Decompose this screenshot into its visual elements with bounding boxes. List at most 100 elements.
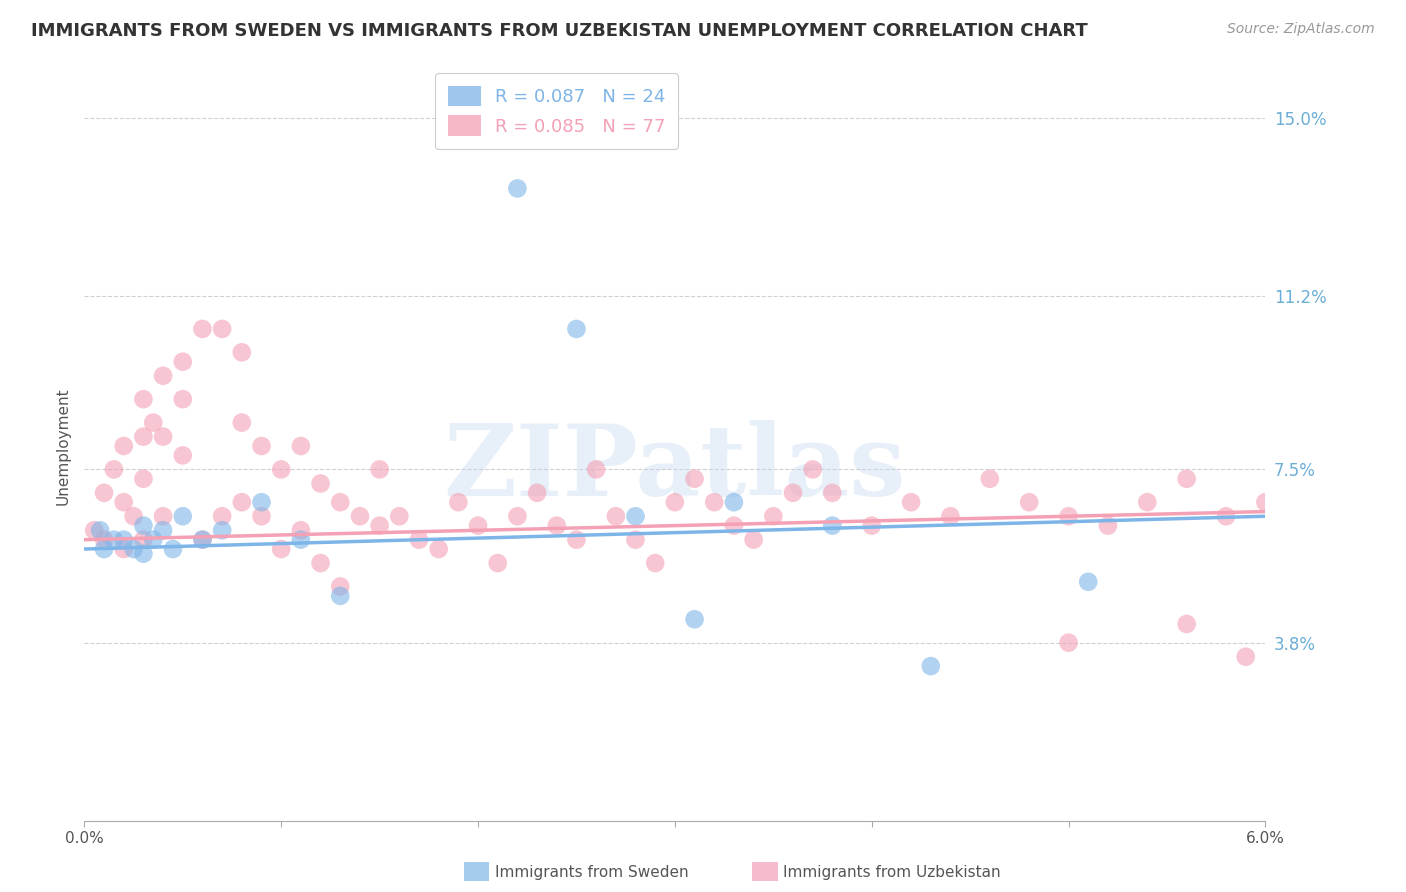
Point bbox=[112, 439, 135, 453]
Point bbox=[447, 495, 470, 509]
Point bbox=[624, 533, 647, 547]
Point bbox=[103, 462, 125, 476]
Point bbox=[172, 355, 194, 369]
Point bbox=[467, 518, 489, 533]
Point bbox=[1057, 509, 1080, 524]
Point bbox=[1175, 472, 1198, 486]
Point bbox=[664, 495, 686, 509]
Point bbox=[506, 181, 529, 195]
Point bbox=[83, 523, 105, 537]
Point bbox=[1057, 635, 1080, 649]
Point bbox=[250, 509, 273, 524]
Point bbox=[388, 509, 411, 524]
Point bbox=[132, 392, 155, 407]
Point bbox=[290, 439, 312, 453]
Point bbox=[723, 518, 745, 533]
Point bbox=[309, 476, 332, 491]
Point bbox=[900, 495, 922, 509]
Point bbox=[152, 509, 174, 524]
Point bbox=[624, 509, 647, 524]
Point bbox=[152, 523, 174, 537]
Point bbox=[122, 509, 145, 524]
Point bbox=[132, 430, 155, 444]
Point bbox=[821, 518, 844, 533]
Point bbox=[506, 509, 529, 524]
Point bbox=[309, 556, 332, 570]
Point bbox=[801, 462, 824, 476]
Point bbox=[132, 472, 155, 486]
Point bbox=[585, 462, 607, 476]
Point bbox=[683, 472, 706, 486]
Point bbox=[486, 556, 509, 570]
Point bbox=[565, 322, 588, 336]
Point bbox=[250, 495, 273, 509]
Point bbox=[191, 322, 214, 336]
Point bbox=[211, 322, 233, 336]
Point bbox=[1077, 574, 1099, 589]
Point bbox=[231, 495, 253, 509]
Point bbox=[703, 495, 725, 509]
Point bbox=[211, 523, 233, 537]
Point bbox=[565, 533, 588, 547]
Point bbox=[1018, 495, 1040, 509]
Point bbox=[231, 416, 253, 430]
Text: Source: ZipAtlas.com: Source: ZipAtlas.com bbox=[1227, 22, 1375, 37]
Point bbox=[290, 533, 312, 547]
Point bbox=[93, 533, 115, 547]
Y-axis label: Unemployment: Unemployment bbox=[55, 387, 70, 505]
Point bbox=[172, 392, 194, 407]
Point bbox=[142, 533, 165, 547]
Point bbox=[172, 449, 194, 463]
Point bbox=[250, 439, 273, 453]
Point bbox=[939, 509, 962, 524]
Point bbox=[231, 345, 253, 359]
Point bbox=[427, 541, 450, 557]
Point bbox=[742, 533, 765, 547]
Point bbox=[152, 430, 174, 444]
Point bbox=[1254, 495, 1277, 509]
Point bbox=[142, 416, 165, 430]
Point bbox=[368, 462, 391, 476]
Text: IMMIGRANTS FROM SWEDEN VS IMMIGRANTS FROM UZBEKISTAN UNEMPLOYMENT CORRELATION CH: IMMIGRANTS FROM SWEDEN VS IMMIGRANTS FRO… bbox=[31, 22, 1088, 40]
Point bbox=[1294, 485, 1316, 500]
Point bbox=[132, 547, 155, 561]
Point bbox=[979, 472, 1001, 486]
Point bbox=[782, 485, 804, 500]
Point bbox=[270, 541, 292, 557]
Point bbox=[1097, 518, 1119, 533]
Point bbox=[368, 518, 391, 533]
Point bbox=[152, 368, 174, 383]
Point bbox=[762, 509, 785, 524]
Point bbox=[526, 485, 548, 500]
Point bbox=[122, 541, 145, 557]
Point bbox=[329, 495, 352, 509]
Point bbox=[290, 523, 312, 537]
Point bbox=[860, 518, 883, 533]
Point bbox=[93, 541, 115, 557]
Point bbox=[211, 509, 233, 524]
Point bbox=[329, 580, 352, 594]
Point bbox=[1234, 649, 1257, 664]
Point bbox=[329, 589, 352, 603]
Legend: R = 0.087   N = 24, R = 0.085   N = 77: R = 0.087 N = 24, R = 0.085 N = 77 bbox=[436, 73, 678, 149]
Point bbox=[408, 533, 430, 547]
Point bbox=[132, 518, 155, 533]
Text: ZIPatlas: ZIPatlas bbox=[444, 420, 905, 517]
Point bbox=[723, 495, 745, 509]
Point bbox=[162, 541, 184, 557]
Point bbox=[103, 533, 125, 547]
Point bbox=[112, 533, 135, 547]
Text: Immigrants from Uzbekistan: Immigrants from Uzbekistan bbox=[783, 865, 1001, 880]
Point bbox=[112, 495, 135, 509]
Text: Immigrants from Sweden: Immigrants from Sweden bbox=[495, 865, 689, 880]
Point bbox=[644, 556, 666, 570]
Point bbox=[191, 533, 214, 547]
Point bbox=[93, 485, 115, 500]
Point bbox=[132, 533, 155, 547]
Point bbox=[89, 523, 111, 537]
Point bbox=[1215, 509, 1237, 524]
Point bbox=[920, 659, 942, 673]
Point bbox=[270, 462, 292, 476]
Point bbox=[605, 509, 627, 524]
Point bbox=[1175, 617, 1198, 632]
